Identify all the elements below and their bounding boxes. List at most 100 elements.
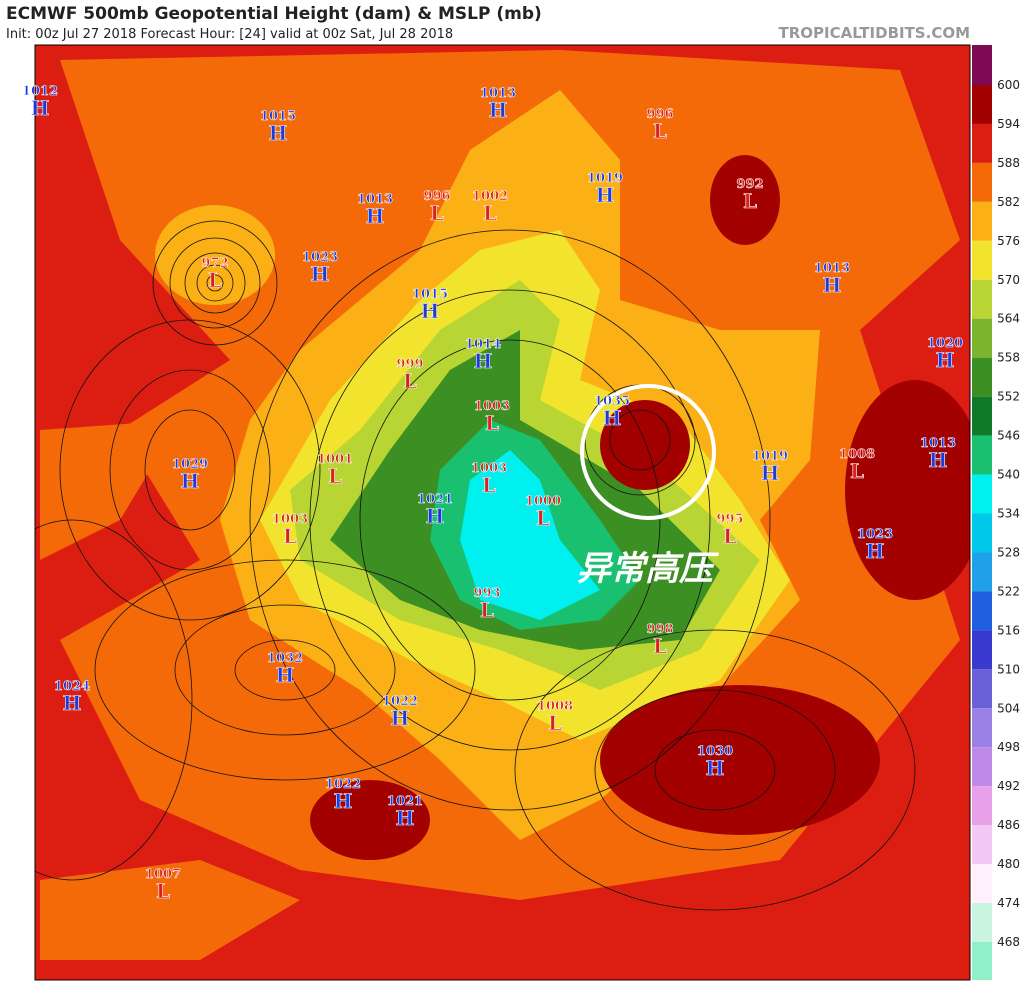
pressure-value: 996 (646, 107, 673, 122)
pressure-value: 1013 (480, 86, 516, 101)
color-bar-label: 540 (997, 468, 1020, 482)
color-swatch (972, 591, 992, 631)
cyan-core (460, 450, 600, 620)
color-swatch (972, 396, 992, 436)
color-bar-label: 582 (997, 195, 1020, 209)
color-swatch (972, 357, 992, 397)
pressure-type: H (489, 98, 508, 122)
pressure-type: L (208, 268, 222, 292)
color-bar-label: 480 (997, 857, 1020, 871)
pressure-value: 992 (736, 177, 763, 192)
color-swatch (972, 825, 992, 865)
pressure-value: 1035 (594, 394, 630, 409)
pressure-value: 999 (396, 357, 423, 372)
pressure-type: H (474, 349, 493, 373)
pressure-value: 993 (473, 586, 500, 601)
pressure-type: L (653, 634, 667, 658)
pressure-type: L (483, 201, 497, 225)
pressure-value: 1008 (839, 447, 875, 462)
pressure-value: 1020 (927, 336, 963, 351)
pressure-value: 1008 (537, 699, 573, 714)
pressure-type: H (603, 406, 622, 430)
pressure-type: L (482, 473, 496, 497)
pressure-value: 1019 (587, 171, 623, 186)
color-swatch (972, 201, 992, 241)
pressure-value: 1013 (357, 192, 393, 207)
color-swatch (972, 279, 992, 319)
color-swatch (972, 552, 992, 592)
color-bar-label: 534 (997, 507, 1020, 521)
pressure-value: 998 (646, 622, 673, 637)
pressure-value: 1013 (920, 436, 956, 451)
pressure-value: 1001 (317, 452, 353, 467)
pressure-value: 1023 (302, 250, 338, 265)
pressure-value: 995 (716, 512, 743, 527)
pressure-value: 1019 (752, 449, 788, 464)
pressure-type: H (761, 461, 780, 485)
pressure-type: H (936, 348, 955, 372)
color-swatch (972, 162, 992, 202)
dark-red-blob (600, 400, 690, 490)
pressure-type: L (723, 524, 737, 548)
color-swatch (972, 747, 992, 787)
color-swatch (972, 318, 992, 358)
pressure-value: 1003 (471, 461, 507, 476)
pressure-type: H (276, 663, 295, 687)
pressure-type: H (929, 448, 948, 472)
pressure-value: 1013 (814, 261, 850, 276)
color-bar-label: 528 (997, 545, 1020, 559)
color-swatch (972, 123, 992, 163)
color-swatch (972, 669, 992, 709)
pressure-value: 1023 (857, 527, 893, 542)
pressure-type: H (63, 691, 82, 715)
color-bar-label: 576 (997, 234, 1020, 248)
pressure-type: H (181, 469, 200, 493)
pressure-type: H (366, 204, 385, 228)
color-bar-label: 510 (997, 662, 1020, 676)
pressure-type: H (31, 96, 50, 120)
color-bar-label: 474 (997, 896, 1020, 910)
color-bar-label: 468 (997, 935, 1020, 949)
orange-band (40, 420, 180, 560)
pressure-value: 1021 (417, 492, 453, 507)
pressure-type: H (426, 504, 445, 528)
pressure-type: L (850, 459, 864, 483)
pressure-type: L (430, 201, 444, 225)
pressure-value: 1021 (387, 794, 423, 809)
pressure-type: L (156, 879, 170, 903)
color-bar-label: 498 (997, 740, 1020, 754)
map-area: 异常高压 (34, 44, 971, 981)
pressure-type: L (548, 711, 562, 735)
pressure-value: 1022 (382, 694, 418, 709)
pressure-type: L (283, 524, 297, 548)
color-bar-label: 594 (997, 117, 1020, 131)
pressure-value: 1022 (325, 777, 361, 792)
pressure-type: H (421, 299, 440, 323)
color-swatch (972, 474, 992, 514)
pressure-type: H (396, 806, 415, 830)
pressure-value: 1002 (472, 189, 508, 204)
dark-red-blob (845, 380, 970, 600)
color-bar: 600 594 588 582 576 570 564 558 552 546 540 534 528 5… (972, 45, 1020, 980)
color-swatch (972, 903, 992, 942)
color-swatch (972, 435, 992, 475)
color-bar-label: 546 (997, 429, 1020, 443)
pressure-value: 1003 (272, 512, 308, 527)
pressure-type: L (480, 598, 494, 622)
map-title: ECMWF 500mb Geopotential Height (dam) & … (6, 4, 542, 24)
pressure-type: H (866, 539, 885, 563)
color-bar-label: 522 (997, 584, 1020, 598)
isobars (35, 220, 916, 911)
color-bar-label: 486 (997, 818, 1020, 832)
pressure-type: H (823, 273, 842, 297)
color-bar-label: 570 (997, 273, 1020, 287)
pressure-type: L (485, 411, 499, 435)
dark-red-blob (310, 780, 430, 860)
color-swatch (972, 45, 992, 85)
pressure-value: 1015 (260, 109, 296, 124)
color-bar-label: 558 (997, 351, 1020, 365)
pressure-type: H (311, 262, 330, 286)
pressure-value: 1007 (145, 867, 181, 882)
